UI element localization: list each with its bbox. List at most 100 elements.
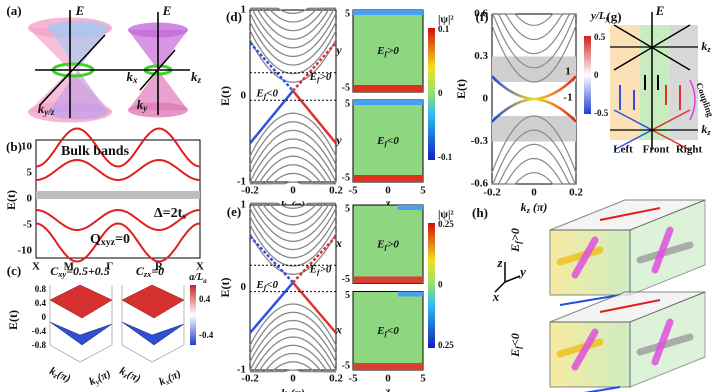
bulk-band: [250, 202, 336, 226]
label-part: k: [157, 374, 168, 387]
bulk-band: [249, 7, 337, 49]
x-tick-label: 0: [385, 373, 391, 385]
box: [121, 285, 185, 363]
bulk-band: [249, 129, 337, 174]
y-tick-label: 0.8: [35, 284, 47, 294]
label: |ψ|²: [438, 209, 454, 221]
panel-label: (g): [606, 9, 621, 24]
x-tick-label: X: [32, 261, 40, 273]
subscript: z: [526, 206, 531, 215]
label-part: k: [701, 39, 707, 53]
label-part: (π): [55, 368, 72, 385]
bulk-band: [250, 181, 336, 185]
bulk-band: [250, 202, 336, 209]
label-part: k: [281, 386, 287, 392]
y-tick-label: 5: [27, 167, 33, 179]
surface-state: [292, 235, 337, 284]
label: a/La: [189, 272, 207, 284]
bulk-band: [250, 7, 336, 40]
x-tick-label: -5: [348, 185, 358, 197]
y-axis-label: x: [335, 323, 342, 337]
y-tick-label: -0.4: [32, 326, 47, 336]
x-tick-label: -0.2: [241, 185, 259, 197]
surface: [121, 321, 185, 346]
label-part: (π): [165, 367, 182, 384]
edge-arrow: [599, 207, 661, 221]
heatmap: [352, 9, 424, 93]
bulk-band: [492, 13, 576, 26]
label-part: >0: [508, 228, 522, 241]
y-axis-label: E(t): [6, 310, 20, 330]
label: Ef<0: [376, 135, 399, 148]
bulk-band: [250, 202, 336, 234]
y-tick-label: -5: [342, 172, 350, 183]
colorbar-tick: 0: [438, 88, 443, 98]
colorbar: [190, 285, 196, 345]
band: [35, 208, 201, 232]
axis-label: kx(π): [157, 367, 183, 389]
y-tick-label: -1: [237, 364, 246, 376]
bulk-band: [249, 216, 337, 259]
y-tick-label: 10: [21, 141, 33, 153]
label-part: C: [136, 264, 145, 278]
label: Qxyz=0: [90, 232, 130, 248]
heatmap-edge: [353, 10, 423, 15]
band-line: [613, 109, 653, 131]
heatmap-edge: [353, 85, 423, 92]
y-tick-label: 0: [27, 193, 33, 205]
subscript: xyz: [101, 237, 116, 248]
bulk-band: [249, 13, 337, 58]
surface-state: [292, 41, 337, 92]
axis-arrow: [139, 49, 176, 91]
label-part: E: [508, 349, 522, 358]
subscript: a: [203, 277, 207, 285]
label: Ef<0: [255, 87, 278, 100]
x-tick-label: 0.2: [329, 185, 343, 197]
label-part: (π): [95, 367, 112, 384]
label: ky/z: [38, 101, 55, 117]
surface: [49, 321, 113, 346]
label-part: >0: [320, 71, 332, 83]
label-part: <0: [387, 135, 399, 147]
bulk-band: [249, 38, 337, 83]
x-tick-label: M: [64, 261, 75, 273]
y-axis-label: y: [334, 43, 342, 57]
subscript: f: [264, 283, 268, 292]
spin-arrow: [556, 246, 604, 266]
surface: [121, 284, 185, 319]
heatmap-edge: [353, 100, 423, 105]
subscript: z: [121, 370, 128, 380]
subscript: f: [385, 139, 389, 148]
x-tick-label: 0.2: [569, 187, 583, 199]
y-tick-label: 5: [345, 8, 350, 19]
x-tick-label: -5: [348, 373, 358, 385]
subscript: z: [706, 128, 711, 137]
bulk-band: [491, 129, 577, 185]
bulk-band: [491, 25, 577, 83]
bulk-band: [250, 7, 336, 15]
cone: [48, 70, 108, 112]
heatmap-edge: [398, 291, 423, 297]
label-part: k: [118, 365, 129, 378]
label: Ef>0: [376, 238, 399, 251]
subscript: f: [385, 242, 389, 251]
heatmap: [352, 291, 424, 371]
surface-state: [292, 90, 337, 145]
panel-label: (a): [6, 3, 21, 18]
subscript: f: [317, 75, 321, 84]
spin-arrow: [556, 338, 604, 358]
y-tick-label: -5: [342, 274, 350, 285]
subscript: f: [317, 267, 321, 276]
bulk-band: [492, 172, 576, 185]
y-tick-label: -5: [342, 82, 350, 93]
axis-label: kz(π): [117, 365, 142, 386]
region-label: Left: [613, 144, 633, 156]
edge-arrow: [559, 294, 621, 306]
bulk-band: [492, 157, 576, 185]
bulk-band: [249, 202, 337, 242]
label-part: >0: [320, 263, 332, 275]
label-part: (π): [125, 368, 142, 385]
y-tick-label: 5: [345, 290, 350, 301]
x-tick-label: -0.2: [483, 187, 501, 199]
label: Czx=0: [136, 264, 164, 279]
